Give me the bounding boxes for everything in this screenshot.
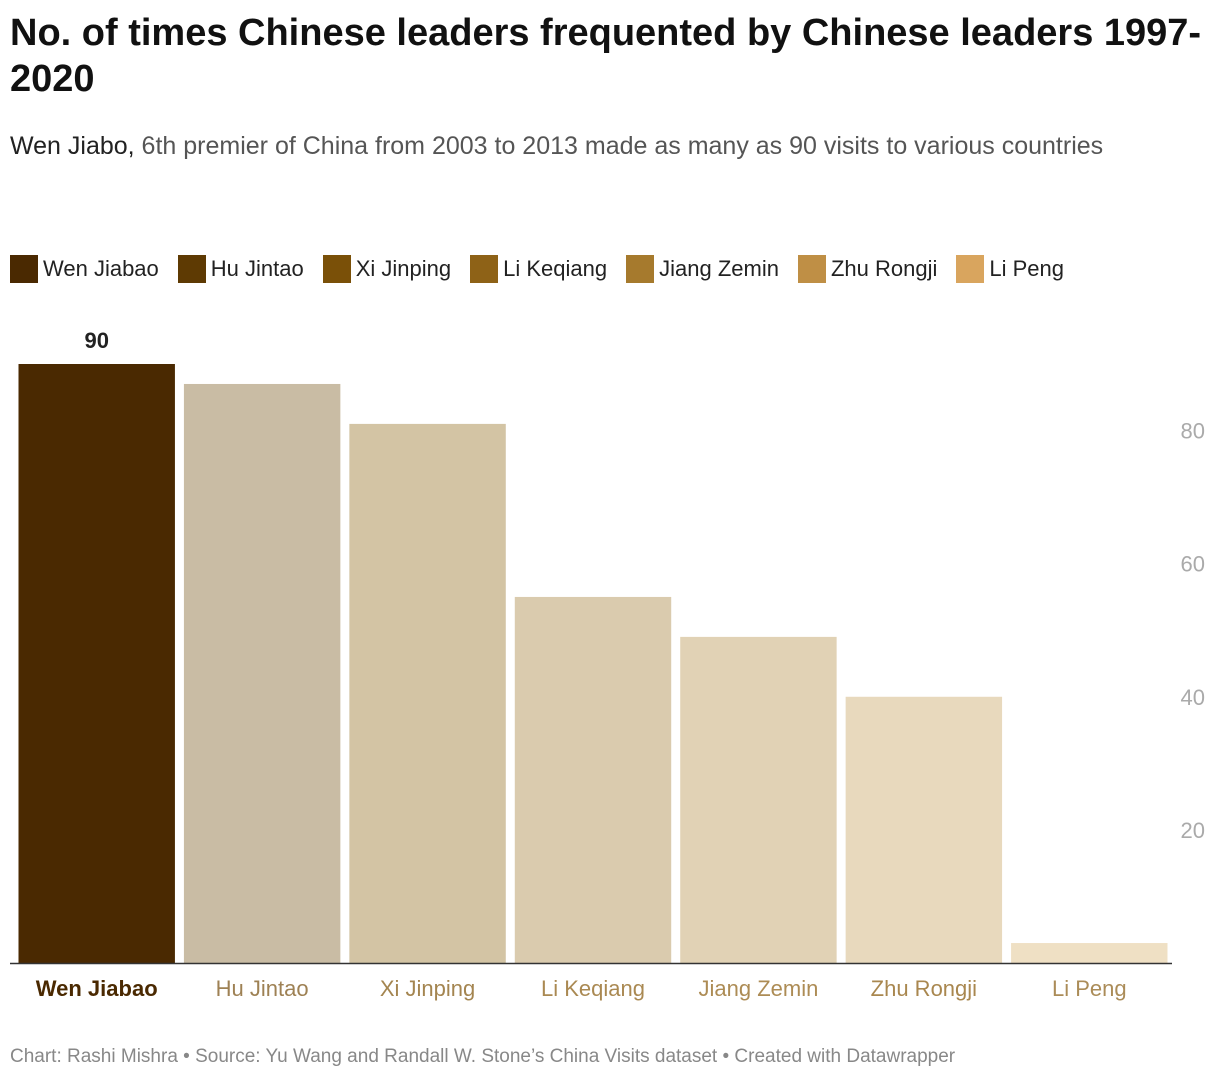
- legend-swatch: [626, 255, 655, 283]
- chart-footer: Chart: Rashi Mishra • Source: Yu Wang an…: [10, 1046, 956, 1067]
- bar-hu-jintao: [183, 383, 341, 963]
- x-tick-label: Hu Jintao: [216, 976, 309, 1001]
- subtitle-text: 6th premier of China from 2003 to 2013 m…: [134, 132, 1104, 160]
- bar-wen-jiabao: [18, 364, 175, 963]
- x-tick-label: Jiang Zemin: [699, 976, 819, 1001]
- x-tick-label: Li Peng: [1052, 976, 1127, 1001]
- x-tick-label: Wen Jiabao: [36, 976, 158, 1001]
- bar-zhu-rongji: [845, 696, 1003, 963]
- legend-swatch: [956, 255, 985, 283]
- legend-label: Wen Jiabao: [43, 256, 159, 281]
- legend-label: Hu Jintao: [210, 256, 304, 281]
- legend-item-jiang-zemin: Jiang Zemin: [626, 255, 779, 283]
- legend-label: Zhu Rongji: [830, 256, 938, 281]
- legend: Wen Jiabao Hu Jintao Xi Jinping Li Keqia…: [10, 253, 1064, 285]
- y-tick-label: 80: [1181, 419, 1205, 444]
- legend-label: Jiang Zemin: [659, 256, 779, 281]
- x-tick-label: Li Keqiang: [541, 976, 645, 1001]
- legend-swatch: [177, 255, 206, 283]
- legend-swatch: [322, 255, 351, 283]
- chart-title: No. of times Chinese leaders frequented …: [10, 12, 1202, 100]
- legend-item-li-peng: Li Peng: [956, 255, 1064, 283]
- x-tick-label: Xi Jinping: [380, 976, 475, 1001]
- bar-li-peng: [1011, 943, 1168, 963]
- legend-swatch: [797, 255, 826, 283]
- legend-label: Li Keqiang: [503, 256, 608, 281]
- legend-label: Li Peng: [989, 256, 1064, 281]
- legend-item-hu-jintao: Hu Jintao: [177, 255, 304, 283]
- y-tick-label: 20: [1181, 818, 1205, 843]
- subtitle-lead: Wen Jiabo,: [10, 132, 135, 160]
- x-tick-label: Zhu Rongji: [871, 976, 977, 1001]
- chart-subtitle: Wen Jiabo, 6th premier of China from 200…: [10, 129, 1170, 163]
- bar-jiang-zemin: [680, 636, 837, 963]
- legend-item-li-keqiang: Li Keqiang: [470, 255, 607, 283]
- data-label: 90: [84, 328, 108, 353]
- bar-li-keqiang: [514, 596, 672, 963]
- legend-item-xi-jinping: Xi Jinping: [322, 255, 452, 283]
- legend-label: Xi Jinping: [355, 256, 452, 281]
- bar-chart: 20 40 60 80 Wen Jiabao Hu Jintao Xi Jinping Li …: [10, 328, 1205, 1001]
- legend-item-zhu-rongji: Zhu Rongji: [797, 255, 938, 283]
- legend-item-wen-jiabao: Wen Jiabao: [10, 255, 159, 283]
- bar-xi-jinping: [349, 423, 506, 963]
- legend-swatch: [470, 255, 499, 283]
- y-tick-label: 40: [1181, 685, 1205, 710]
- y-tick-label: 60: [1181, 552, 1205, 577]
- legend-swatch: [10, 255, 38, 283]
